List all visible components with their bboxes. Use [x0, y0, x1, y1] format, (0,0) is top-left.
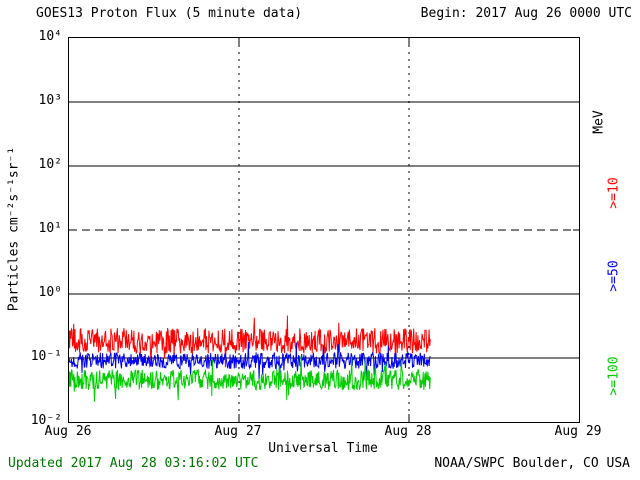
plot-area [68, 37, 580, 423]
y-tick-label: 10⁴ [38, 29, 62, 44]
x-tick-label: Aug 29 [554, 424, 602, 439]
legend-ge10: >=10 [606, 177, 622, 209]
plot-canvas [69, 38, 579, 422]
x-axis-ticks: Aug 26 Aug 27 Aug 28 Aug 29 [0, 424, 640, 440]
updated-timestamp: Updated 2017 Aug 28 03:16:02 UTC [8, 456, 259, 471]
chart-title: GOES13 Proton Flux (5 minute data) [36, 6, 303, 21]
y-tick-label: 10⁰ [38, 285, 62, 300]
begin-label: Begin: 2017 Aug 26 0000 UTC [420, 6, 632, 21]
source-credit: NOAA/SWPC Boulder, CO USA [434, 456, 630, 471]
legend-ge50: >=50 [606, 260, 622, 292]
x-tick-label: Aug 26 [44, 424, 92, 439]
series-trace-ge100 [69, 355, 431, 402]
y-tick-label: 10⁻¹ [30, 349, 62, 364]
y-tick-label: 10¹ [38, 221, 62, 236]
x-tick-label: Aug 28 [384, 424, 432, 439]
right-axis-unit: MeV [591, 110, 607, 134]
y-tick-label: 10³ [38, 93, 62, 108]
y-tick-label: 10² [38, 157, 62, 172]
y-tick-label: 10⁻² [30, 413, 62, 428]
series-trace-ge50 [69, 341, 431, 379]
x-tick-label: Aug 27 [214, 424, 262, 439]
legend-ge100: >=100 [606, 356, 622, 396]
x-axis-title: Universal Time [268, 441, 378, 456]
series-trace-ge10 [69, 315, 431, 368]
